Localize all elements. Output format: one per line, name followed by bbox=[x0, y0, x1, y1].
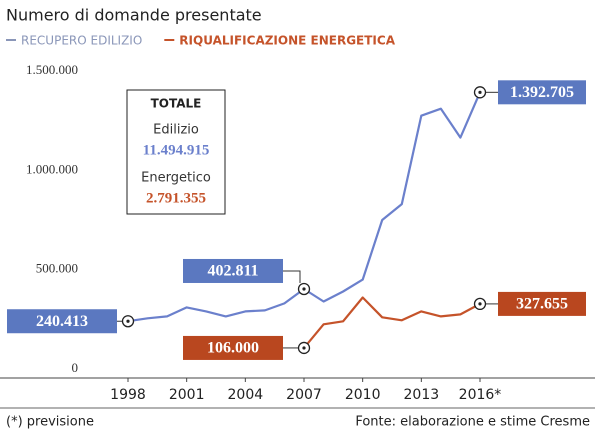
point-dot bbox=[302, 287, 306, 291]
totals-box bbox=[126, 89, 226, 215]
totals-value: 11.494.915 bbox=[143, 142, 210, 158]
chart-title: Numero di domande presentate bbox=[6, 6, 262, 25]
y-tick-label: 1.500.000 bbox=[26, 62, 78, 77]
footnote: (*) previsione bbox=[6, 415, 94, 430]
data-label: 106.000 bbox=[207, 340, 259, 357]
totals-name: Edilizio bbox=[153, 123, 199, 138]
y-tick-label: 500.000 bbox=[36, 261, 78, 276]
legend-label: RIQUALIFICAZIONE ENERGETICA bbox=[179, 34, 395, 48]
label-box bbox=[498, 291, 586, 316]
label-box bbox=[183, 335, 283, 360]
data-label: 402.811 bbox=[207, 263, 258, 280]
totals-name: Energetico bbox=[141, 171, 211, 186]
point-dot bbox=[478, 90, 482, 94]
label-box bbox=[183, 258, 283, 283]
label-box bbox=[7, 309, 117, 334]
point-dot bbox=[126, 319, 130, 323]
x-tick-label: 2013 bbox=[404, 387, 440, 403]
x-tick-label: 2016* bbox=[459, 387, 502, 403]
source: Fonte: elaborazione e stime Cresme bbox=[355, 415, 590, 430]
data-label: 1.392.705 bbox=[510, 84, 574, 101]
x-tick-label: 2004 bbox=[228, 387, 264, 403]
point-dot bbox=[302, 346, 306, 350]
x-tick-label: 1998 bbox=[110, 387, 146, 403]
totals-title: TOTALE bbox=[151, 97, 202, 111]
data-label: 240.413 bbox=[36, 313, 88, 330]
x-tick-label: 2010 bbox=[345, 387, 381, 403]
totals-value: 2.791.355 bbox=[146, 190, 206, 206]
y-tick-label: 1.000.000 bbox=[26, 161, 78, 176]
point-dot bbox=[478, 302, 482, 306]
label-box bbox=[498, 80, 586, 105]
legend-label: RECUPERO EDILIZIO bbox=[21, 34, 142, 48]
x-tick-label: 2001 bbox=[169, 387, 205, 403]
x-tick-label: 2007 bbox=[286, 387, 322, 403]
connector bbox=[283, 270, 301, 283]
y-tick-label: 0 bbox=[72, 360, 79, 375]
series-line bbox=[303, 296, 481, 349]
data-label: 327.655 bbox=[516, 296, 568, 313]
